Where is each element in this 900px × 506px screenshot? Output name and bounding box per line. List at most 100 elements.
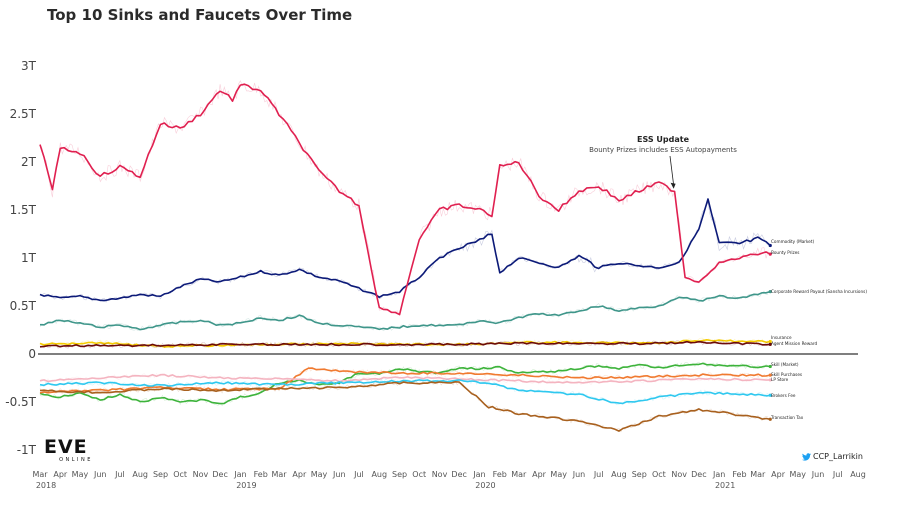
x-tick-label: Jul — [832, 470, 843, 479]
logo-text: EVE — [44, 436, 88, 458]
series-line — [39, 362, 771, 405]
x-tick-label: Aug — [371, 470, 387, 479]
x-tick-label: Apr — [53, 470, 68, 479]
series-label: Skill (Market) — [771, 362, 799, 367]
x-tick-label: May — [311, 470, 328, 479]
annotation-arrow — [669, 155, 675, 185]
logo-subtext: ONLINE — [59, 457, 93, 463]
x-tick-label: Oct — [652, 470, 666, 479]
series-end-point — [768, 339, 772, 344]
x-tick-label: Apr — [771, 470, 786, 479]
y-tick-label: 0 — [28, 347, 36, 361]
x-tick-label: Dec — [691, 470, 706, 479]
series-raw-line — [39, 337, 769, 349]
y-tick-label: 2.5T — [10, 107, 37, 121]
series-end-point — [768, 252, 772, 256]
series-group — [39, 80, 772, 433]
x-tick-label: Sep — [153, 470, 168, 479]
x-tick-label: Jan — [233, 470, 246, 479]
series-raw-line — [40, 340, 769, 349]
x-tick-label: Mar — [511, 470, 527, 479]
y-tick-label: 3T — [21, 59, 37, 73]
x-tick-label: Oct — [412, 470, 426, 479]
series-line — [39, 373, 771, 384]
y-tick-label: -1T — [17, 443, 37, 457]
x-tick-label: Jan — [712, 470, 725, 479]
x-tick-label: Jan — [472, 470, 485, 479]
series-labels: Commodity (Market) Bounty Prizes Corporate… — [770, 239, 867, 420]
y-tick-label: 2T — [21, 155, 37, 169]
x-year-label: 2021 — [715, 481, 735, 490]
series-end-point — [768, 290, 772, 294]
series-line — [39, 367, 771, 394]
x-tick-label: Mar — [272, 470, 288, 479]
series-label: Transaction Tax — [770, 415, 804, 420]
x-tick-label: Jul — [353, 470, 364, 479]
x-tick-label: Sep — [392, 470, 407, 479]
series-label: LP Store — [771, 377, 789, 382]
x-tick-label: Nov — [432, 470, 448, 479]
x-tick-label: Dec — [212, 470, 227, 479]
annotation-title: ESS Update — [637, 135, 690, 144]
series-end-point — [768, 364, 772, 369]
x-tick-label: Sep — [632, 470, 647, 479]
x-tick-label: Aug — [850, 470, 866, 479]
x-tick-label: Jun — [572, 470, 586, 479]
x-tick-label: May — [72, 470, 89, 479]
series-label: Brokers Fee — [771, 393, 796, 398]
x-tick-label: Feb — [732, 470, 746, 479]
x-year-label: 2019 — [236, 481, 256, 490]
series-end-point — [768, 378, 772, 382]
x-tick-label: Jun — [811, 470, 825, 479]
x-tick-label: Nov — [671, 470, 687, 479]
series-label: Corporate Reward Payout (Sansha Incursio… — [771, 289, 867, 294]
x-tick-label: Jun — [332, 470, 346, 479]
x-tick-label: Mar — [32, 470, 48, 479]
x-tick-label: Apr — [292, 470, 307, 479]
y-tick-label: 1T — [21, 251, 37, 265]
annotation-subtitle: Bounty Prizes includes ESS Autopayments — [589, 146, 737, 154]
x-tick-label: Apr — [532, 470, 547, 479]
handle-text: CCP_Larrikin — [813, 452, 863, 461]
series-end-point — [768, 417, 772, 421]
eve-online-logo: EVE ONLINE — [44, 437, 108, 467]
x-tick-label: Jul — [593, 470, 604, 479]
series-end-point — [768, 393, 772, 397]
y-tick-label: 0.5T — [10, 299, 37, 313]
y-tick-label: -0.5T — [5, 395, 36, 409]
series-label: Agent Mission Reward — [771, 341, 818, 346]
series-raw-line — [39, 80, 769, 316]
series-end-point — [768, 373, 772, 377]
x-tick-label: Aug — [611, 470, 627, 479]
y-tick-label: 1.5T — [10, 203, 37, 217]
series-label: Commodity (Market) — [771, 239, 815, 244]
x-tick-label: Aug — [132, 470, 148, 479]
twitter-handle: CCP_Larrikin — [802, 452, 863, 461]
x-tick-label: May — [550, 470, 567, 479]
series-raw-line — [39, 379, 769, 433]
x-tick-label: May — [789, 470, 806, 479]
x-tick-label: Dec — [451, 470, 466, 479]
twitter-bird-icon — [802, 452, 811, 461]
series-line — [39, 380, 771, 432]
series-line — [39, 198, 771, 302]
series-line — [39, 379, 771, 405]
series-label: Insurance — [771, 335, 792, 340]
x-tick-label: Nov — [193, 470, 209, 479]
series-end-point — [768, 342, 772, 346]
x-tick-label: Jul — [114, 470, 125, 479]
x-tick-label: Oct — [173, 470, 187, 479]
x-year-label: 2018 — [36, 481, 56, 490]
x-tick-label: Feb — [493, 470, 507, 479]
x-tick-label: Feb — [254, 470, 268, 479]
annotation: ESS Update Bounty Prizes includes ESS Aut… — [589, 135, 737, 189]
series-label: Bounty Prizes — [771, 250, 800, 255]
series-line — [39, 290, 771, 331]
series-line — [39, 83, 771, 316]
x-tick-label: Jun — [93, 470, 107, 479]
series-end-point — [768, 243, 772, 248]
series-line — [39, 340, 771, 348]
x-tick-label: Mar — [750, 470, 766, 479]
